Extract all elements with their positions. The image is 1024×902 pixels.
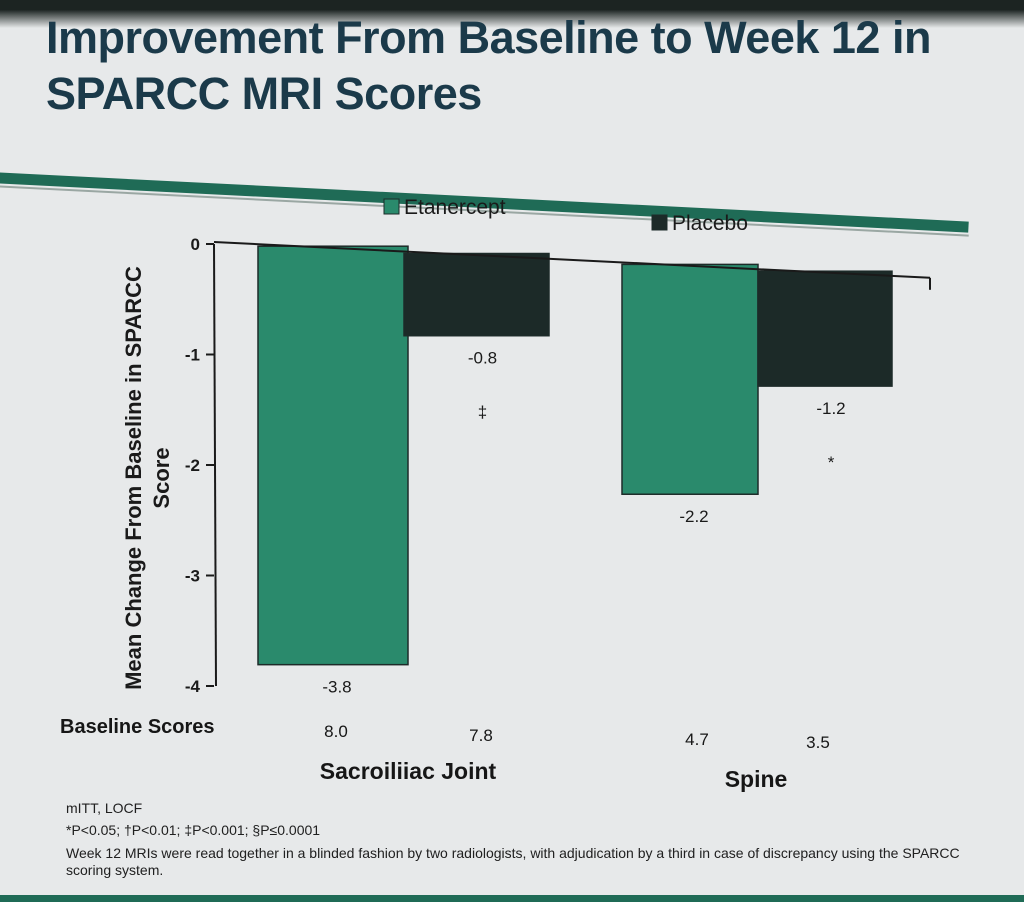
baseline-score-si-etanercept: 8.0 bbox=[324, 722, 348, 741]
bottom-strip bbox=[0, 895, 1024, 902]
data-label: -0.8 bbox=[468, 349, 497, 368]
bar-placebo-sacroiliac bbox=[403, 252, 550, 337]
y-axis-line bbox=[213, 243, 217, 687]
bar-etanercept-spine bbox=[621, 263, 759, 495]
zero-axis-line bbox=[213, 241, 931, 279]
y-tick-label: -1 bbox=[185, 346, 200, 365]
baseline-scores-label: Baseline Scores bbox=[60, 716, 215, 738]
data-label: -2.2 bbox=[679, 507, 708, 526]
legend-label-etanercept: Etanercept bbox=[404, 196, 506, 219]
baseline-score-spine-placebo: 3.5 bbox=[806, 733, 830, 752]
baseline-score-spine-etanercept: 4.7 bbox=[685, 730, 709, 749]
category-label-sacroiliac: Sacroiliiac Joint bbox=[319, 758, 497, 784]
baseline-score-si-placebo: 7.8 bbox=[469, 726, 493, 745]
bar-placebo-spine bbox=[757, 270, 893, 387]
y-tick-label: -3 bbox=[185, 567, 200, 586]
y-tick-label: -4 bbox=[185, 677, 201, 696]
legend-label-placebo: Placebo bbox=[672, 212, 748, 235]
data-label: -1.2 bbox=[816, 399, 845, 418]
footnote-population: mITT, LOCF bbox=[66, 800, 143, 816]
significance-mark: * bbox=[828, 453, 835, 472]
y-axis-title: Mean Change From Baseline in SPARCC Scor… bbox=[121, 266, 174, 690]
significance-mark: ‡ bbox=[478, 403, 487, 422]
y-tick-label: 0 bbox=[191, 235, 200, 254]
data-label: -3.8 bbox=[322, 678, 351, 697]
legend-swatch-placebo bbox=[651, 214, 668, 231]
projection-edge bbox=[0, 0, 1024, 28]
legend-swatch-etanercept bbox=[383, 198, 400, 215]
footnote-method: Week 12 MRIs were read together in a bli… bbox=[66, 845, 960, 878]
category-label-spine: Spine bbox=[724, 766, 788, 792]
footnote-significance: *P<0.05; †P<0.01; ‡P<0.001; §P≤0.0001 bbox=[66, 822, 321, 838]
bar-etanercept-sacroiliac bbox=[257, 245, 409, 666]
slide-title: Improvement From Baseline to Week 12 in … bbox=[46, 12, 931, 119]
y-tick-label: -2 bbox=[185, 456, 200, 475]
